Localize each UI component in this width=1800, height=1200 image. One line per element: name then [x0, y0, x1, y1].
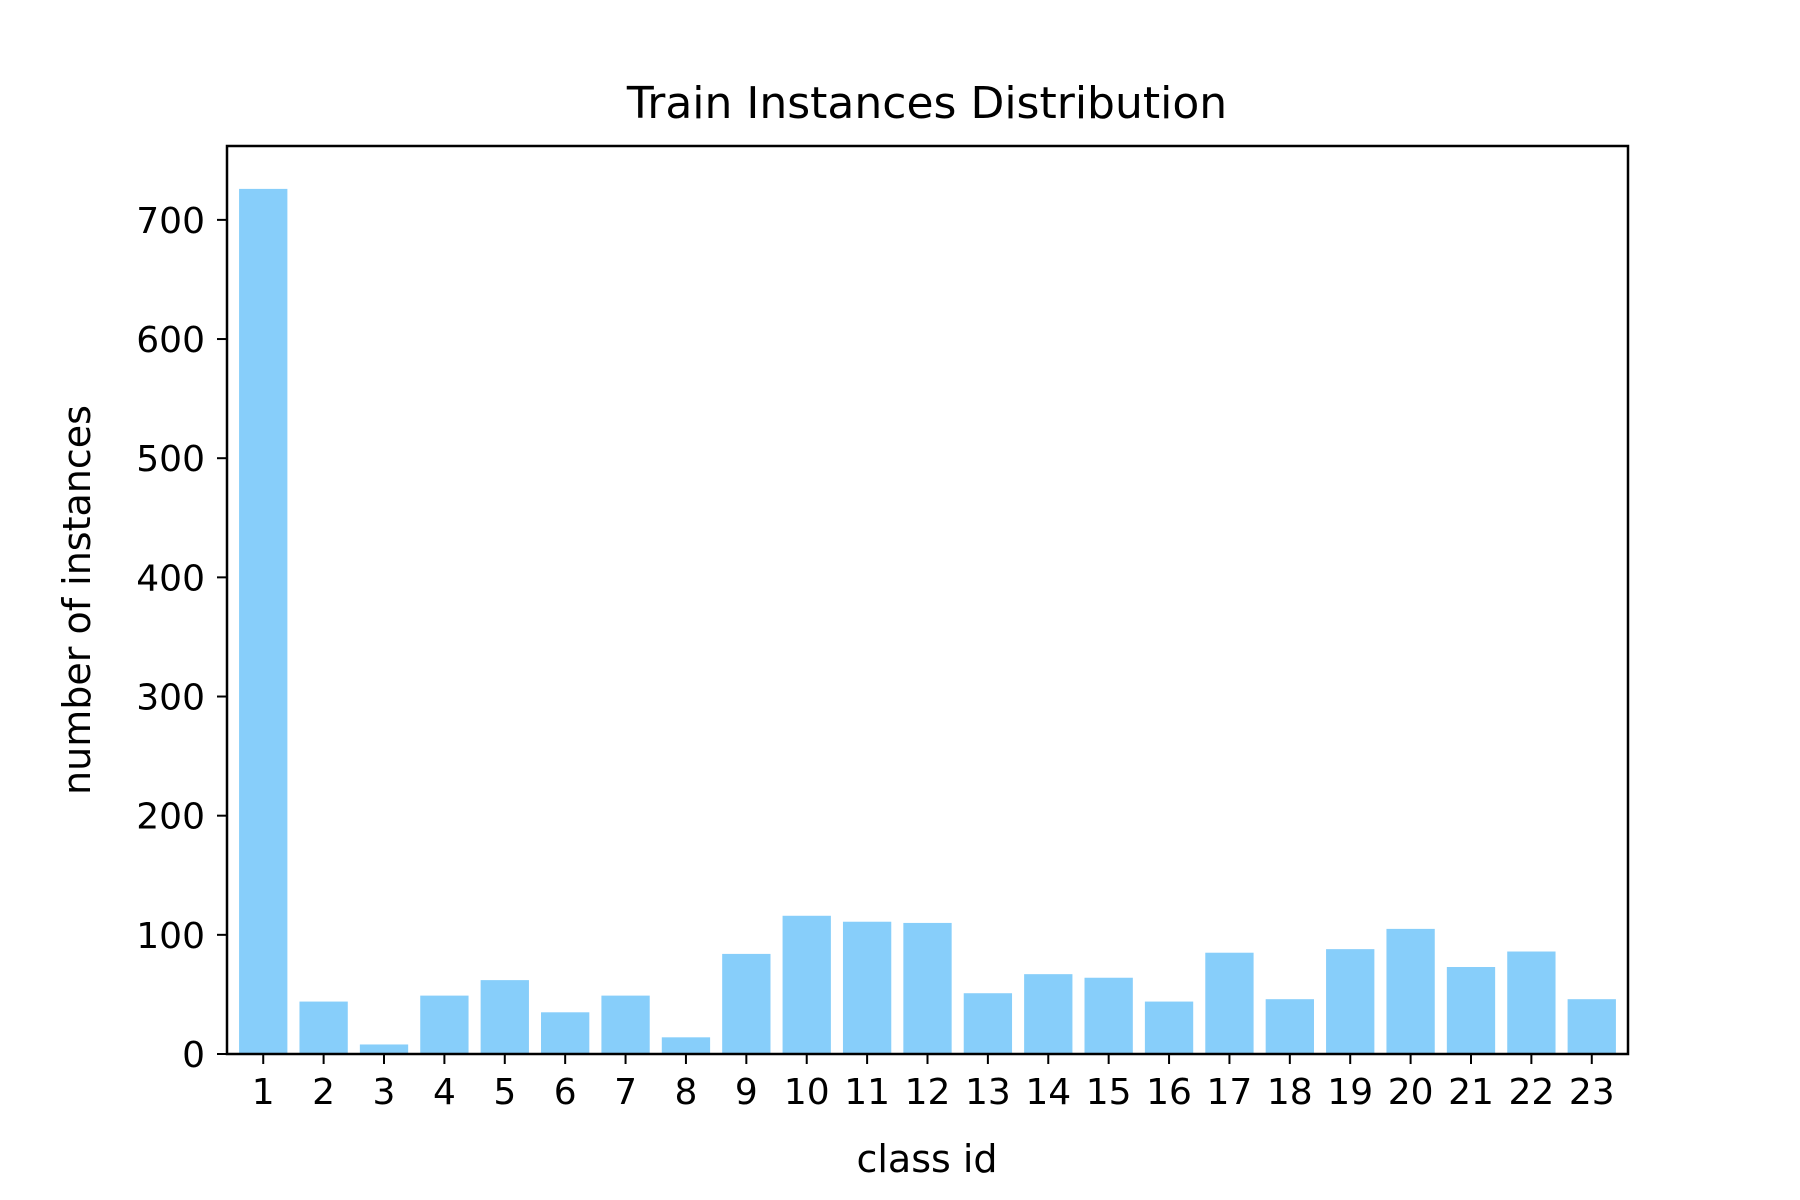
x-tick-label-3: 3: [373, 1072, 396, 1113]
x-tick-label-1: 1: [252, 1072, 275, 1113]
x-tick-label-2: 2: [312, 1072, 335, 1113]
x-tick-label-7: 7: [614, 1072, 637, 1113]
bar-class-17: [1205, 952, 1254, 1054]
bar-class-19: [1326, 949, 1375, 1054]
y-tick-label-700: 700: [136, 201, 205, 242]
x-tick-label-20: 20: [1388, 1072, 1434, 1113]
bar-class-10: [782, 915, 831, 1054]
bars-group: [239, 188, 1616, 1054]
x-tick-label-16: 16: [1146, 1072, 1192, 1113]
x-tick-label-4: 4: [433, 1072, 456, 1113]
bar-class-21: [1446, 967, 1496, 1054]
y-tick-label-0: 0: [182, 1035, 205, 1076]
bar-class-18: [1265, 999, 1314, 1054]
bar-class-3: [359, 1044, 409, 1054]
bar-class-4: [420, 995, 469, 1054]
bar-class-2: [299, 1001, 348, 1054]
bar-class-8: [661, 1037, 711, 1054]
x-tick-label-8: 8: [674, 1072, 697, 1113]
bar-class-20: [1386, 928, 1435, 1054]
bar-class-11: [842, 921, 892, 1054]
x-tick-label-9: 9: [735, 1072, 758, 1113]
bar-class-23: [1567, 999, 1616, 1054]
y-axis-ticks: 0 100 200 300 400 500 600 700: [136, 201, 227, 1076]
bar-class-15: [1084, 977, 1133, 1054]
x-tick-label-5: 5: [493, 1072, 516, 1113]
bar-class-5: [480, 980, 529, 1054]
x-tick-label-6: 6: [554, 1072, 577, 1113]
y-axis-label: number of instances: [55, 405, 99, 795]
y-tick-label-100: 100: [136, 916, 205, 957]
chart-title: Train Instances Distribution: [626, 78, 1227, 129]
y-tick-label-600: 600: [136, 320, 205, 361]
x-tick-label-10: 10: [784, 1072, 830, 1113]
bar-class-16: [1144, 1001, 1194, 1054]
x-tick-label-14: 14: [1025, 1072, 1071, 1113]
bar-class-14: [1024, 974, 1073, 1054]
x-tick-label-23: 23: [1569, 1072, 1615, 1113]
x-tick-label-21: 21: [1448, 1072, 1494, 1113]
x-tick-label-15: 15: [1086, 1072, 1132, 1113]
x-axis-ticks: 1 2 3 4 5 6 7 8 9 10 11 12 13 14 15 16 17 18 19 20 21 22 23: [252, 1054, 1615, 1113]
x-tick-label-18: 18: [1267, 1072, 1313, 1113]
bar-class-22: [1507, 951, 1556, 1054]
x-tick-label-13: 13: [965, 1072, 1011, 1113]
x-axis-label: class id: [856, 1137, 997, 1181]
bar-class-1: [239, 188, 288, 1054]
y-tick-label-200: 200: [136, 797, 205, 838]
bar-class-7: [601, 995, 650, 1054]
bar-class-13: [963, 993, 1013, 1054]
x-tick-label-17: 17: [1207, 1072, 1253, 1113]
x-tick-label-22: 22: [1508, 1072, 1554, 1113]
bar-class-12: [903, 922, 952, 1054]
y-tick-label-300: 300: [136, 678, 205, 719]
x-tick-label-12: 12: [905, 1072, 951, 1113]
x-tick-label-19: 19: [1327, 1072, 1373, 1113]
y-tick-label-400: 400: [136, 558, 205, 599]
bar-class-9: [722, 953, 771, 1054]
y-tick-label-500: 500: [136, 439, 205, 480]
x-tick-label-11: 11: [844, 1072, 890, 1113]
bar-class-6: [541, 1012, 590, 1054]
